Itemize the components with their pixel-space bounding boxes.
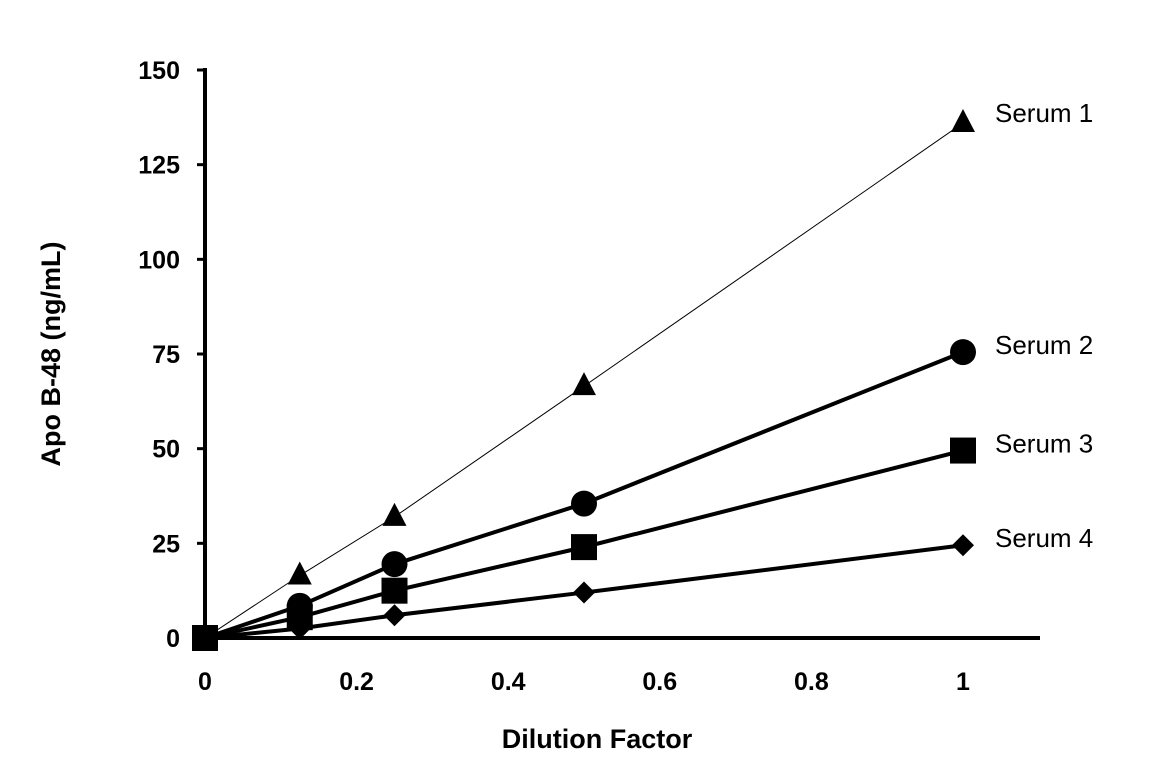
- data-point-circle: [571, 490, 597, 517]
- x-axis-label: Dilution Factor: [502, 724, 693, 754]
- data-point-circle: [381, 551, 408, 578]
- y-tick-label: 150: [138, 57, 180, 85]
- x-tick-label: 0.2: [339, 668, 374, 696]
- y-ticks: 0 25 50 75 100 125 150: [138, 57, 205, 653]
- series-label: Serum 4: [995, 523, 1093, 553]
- data-point-diamond: [573, 581, 595, 604]
- x-tick-label: 1: [956, 668, 970, 696]
- series-layer: [192, 109, 976, 651]
- y-tick-label: 25: [152, 530, 180, 558]
- series-serum-3: [192, 437, 976, 651]
- series-serum-1: [193, 109, 975, 647]
- series-serum-4: [194, 534, 974, 649]
- data-point-square: [381, 577, 408, 604]
- series-label: Serum 1: [995, 98, 1093, 128]
- data-point-circle: [950, 339, 976, 366]
- series-label: Serum 2: [995, 330, 1093, 360]
- y-axis-label: Apo B-48 (ng/mL): [36, 242, 66, 467]
- data-point-triangle: [287, 561, 312, 585]
- x-tick-label: 0.8: [794, 668, 829, 696]
- x-ticks: 0 0.2 0.4 0.6 0.8 1: [198, 668, 970, 696]
- data-point-square: [571, 534, 597, 561]
- data-point-diamond: [288, 617, 311, 640]
- data-point-triangle: [382, 502, 407, 526]
- data-point-square: [950, 437, 976, 464]
- data-point-triangle: [572, 372, 596, 396]
- series-label: Serum 3: [995, 429, 1093, 459]
- y-tick-label: 75: [152, 341, 180, 369]
- data-point-diamond: [383, 604, 406, 627]
- y-tick-label: 125: [138, 152, 180, 180]
- x-tick-label: 0: [198, 668, 212, 696]
- data-point-triangle: [951, 109, 975, 133]
- y-tick-label: 0: [166, 625, 180, 653]
- data-point-diamond: [952, 534, 974, 557]
- x-tick-label: 0.4: [491, 668, 526, 696]
- x-tick-label: 0.6: [642, 668, 677, 696]
- y-tick-label: 100: [138, 246, 180, 274]
- y-tick-label: 50: [152, 436, 180, 464]
- series-labels: Serum 1 Serum 2 Serum 3 Serum 4: [995, 98, 1093, 553]
